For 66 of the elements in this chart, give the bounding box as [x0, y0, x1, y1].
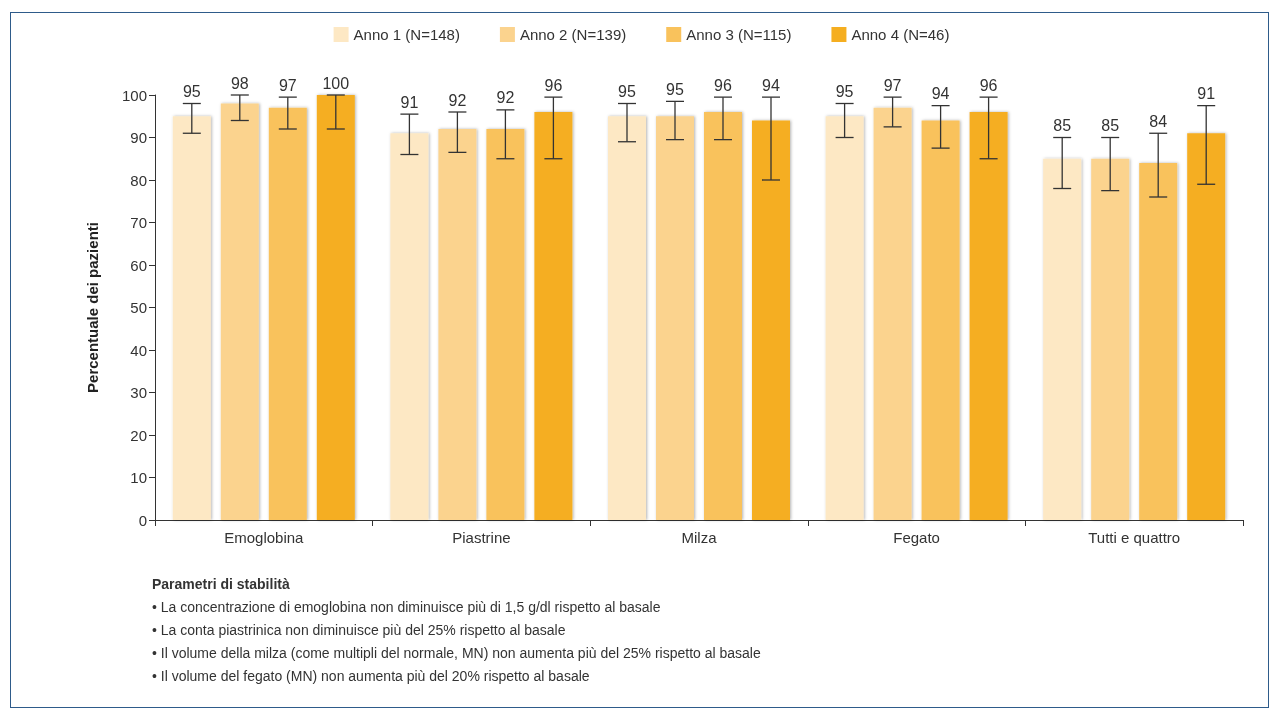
- bar: [1043, 158, 1082, 520]
- y-tick-label: 20: [130, 426, 147, 444]
- text: • La conta piastrinica non diminuisce più del 25% rispetto al basale: [152, 621, 567, 639]
- data-label: 98: [230, 74, 249, 92]
- bar: [1139, 163, 1178, 520]
- text: • Il volume della milza (come multipli del normale, MN) non aumenta più del 25% rispetto al basale: [152, 644, 761, 662]
- data-label: 96: [544, 76, 563, 94]
- y-tick-label: 30: [130, 384, 147, 401]
- bar: [1187, 133, 1226, 520]
- data-label: 94: [931, 85, 950, 103]
- y-axis-title: Percentuale dei pazienti: [84, 222, 101, 393]
- x-tick-label: Fegato: [893, 529, 940, 546]
- data-label: 96: [979, 76, 998, 94]
- y-tick-label: 100: [121, 86, 147, 104]
- data-label: 96: [714, 76, 732, 94]
- bar: [220, 103, 259, 520]
- data-label: 85: [1053, 117, 1072, 134]
- data-label: 100: [322, 74, 350, 92]
- legend-label: Anno 3 (N=115): [686, 26, 792, 43]
- data-label: 97: [278, 76, 297, 94]
- bar: [969, 112, 1008, 520]
- data-label: 91: [400, 93, 419, 111]
- bar: [921, 120, 960, 520]
- y-tick-label: 50: [130, 299, 147, 316]
- bar: [316, 95, 355, 520]
- x-tick-label: Piastrine: [452, 529, 511, 546]
- legend-label: Anno 1 (N=148): [353, 26, 460, 43]
- data-label: 85: [1101, 117, 1120, 134]
- data-label: 84: [1149, 112, 1168, 130]
- data-label: 92: [496, 89, 515, 107]
- x-tick-label: Milza: [681, 529, 718, 546]
- data-label: 95: [618, 83, 636, 100]
- y-tick-label: 60: [130, 256, 147, 274]
- text: • La concentrazione di emoglobina non diminuisce più di 1,5 g/dl rispetto al basale: [152, 598, 662, 616]
- y-tick-label: 90: [130, 129, 147, 146]
- bar: [752, 120, 790, 520]
- data-label: 94: [762, 76, 780, 94]
- bar: [656, 116, 694, 520]
- x-tick-label: Emoglobina: [224, 529, 305, 546]
- data-label: 95: [182, 83, 201, 100]
- bar: [1091, 158, 1130, 520]
- data-label: 91: [1197, 85, 1216, 103]
- bar: [438, 129, 477, 520]
- bar: [172, 116, 211, 520]
- y-tick-label: 40: [130, 341, 147, 359]
- bar: [534, 112, 573, 520]
- bar: [268, 107, 307, 520]
- bar: [873, 107, 912, 520]
- legend-label: Anno 2 (N=139): [519, 26, 627, 43]
- legend-label: Anno 4 (N=46): [851, 26, 950, 43]
- bar: [486, 129, 525, 520]
- y-tick-label: 10: [130, 469, 147, 486]
- data-label: 92: [448, 91, 467, 109]
- y-tick-label: 70: [130, 214, 147, 231]
- x-tick-label: Tutti e quattro: [1088, 529, 1181, 546]
- y-tick-label: 0: [138, 511, 147, 529]
- data-label: 95: [835, 83, 854, 100]
- bar: [608, 116, 646, 520]
- bar: [390, 133, 429, 520]
- y-tick-label: 80: [130, 171, 147, 189]
- bar: [704, 112, 742, 520]
- data-label: 95: [666, 80, 684, 98]
- text: Parametri di stabilità: [152, 576, 291, 592]
- bar: [825, 116, 864, 520]
- data-label: 97: [883, 76, 902, 94]
- text: • Il volume del fegato (MN) non aumenta più del 20% rispetto al basale: [152, 667, 591, 685]
